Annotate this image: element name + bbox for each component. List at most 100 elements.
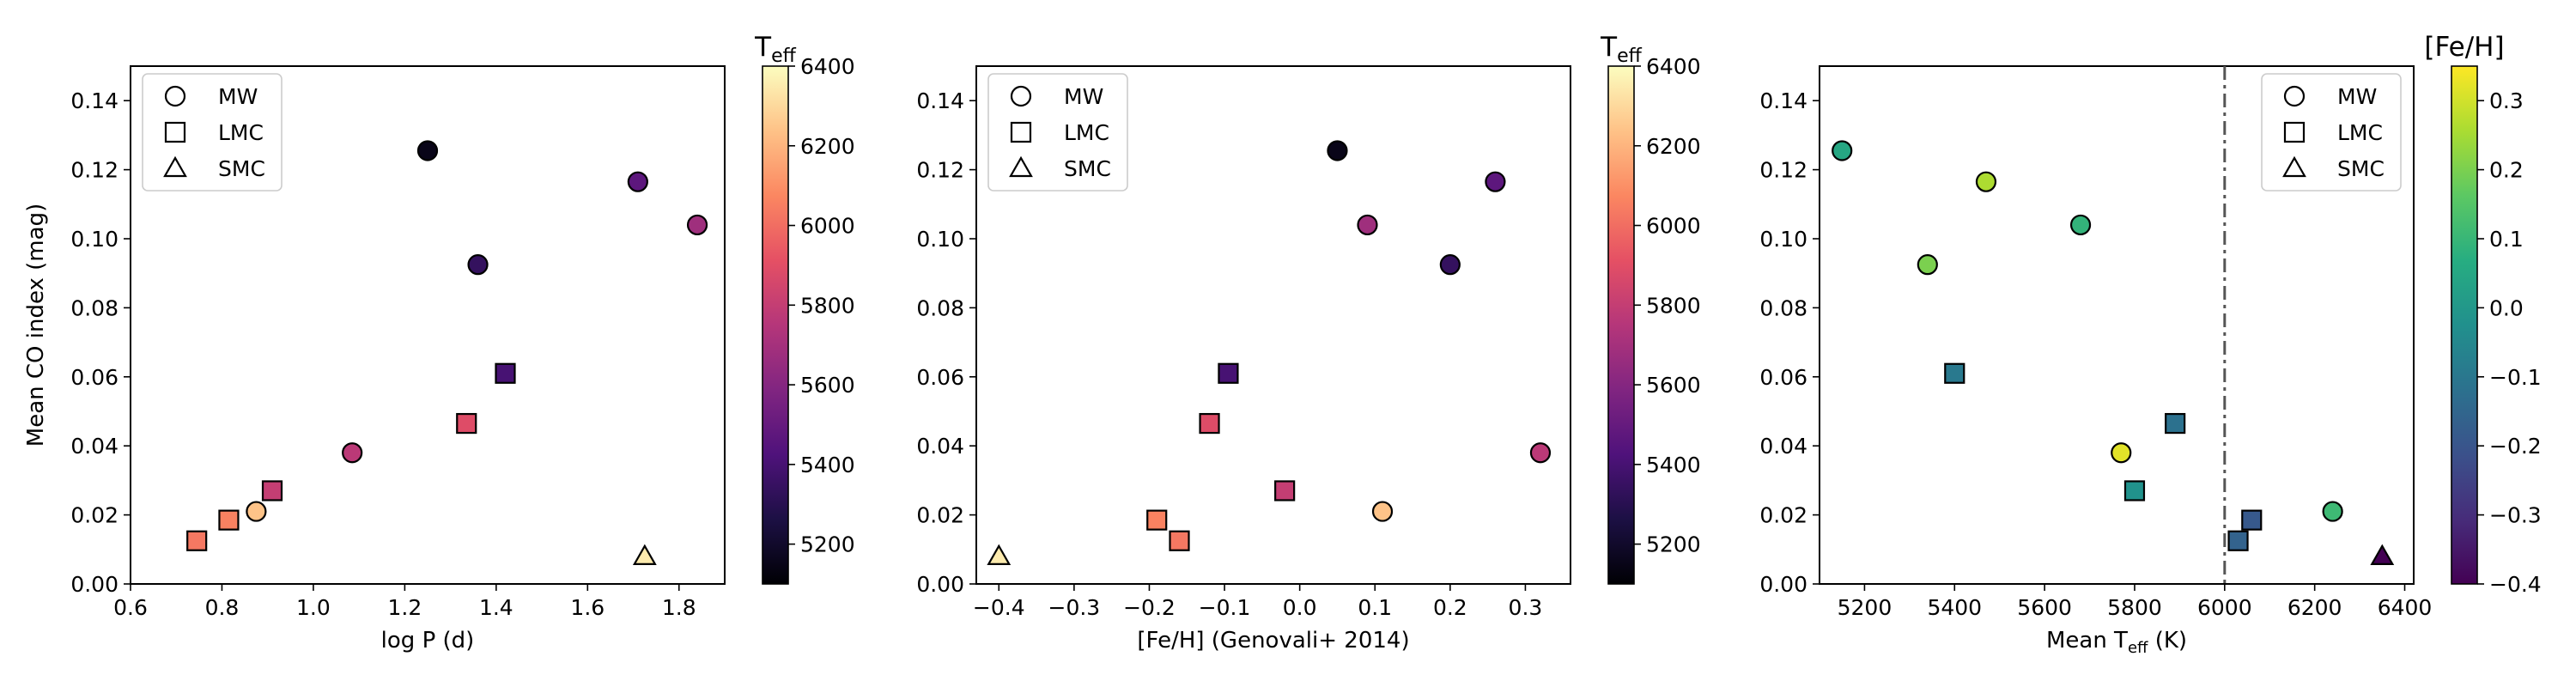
data-point-lmc	[2165, 412, 2186, 435]
data-point-mw	[1371, 501, 1394, 522]
x-tick-label: 6000	[2197, 595, 2252, 620]
y-tick-label: 0.08	[70, 295, 118, 320]
x-tick-label: 5400	[1927, 595, 1982, 620]
y-tick-label: 0.04	[916, 434, 964, 459]
data-point-lmc	[218, 509, 240, 531]
panel-2: −0.4 −0.3 −0.2 −0.1 0.0 0.1 0.2 0.3 0.00 0.02 0.04…	[916, 32, 1700, 654]
x-tick-label: 1.8	[662, 595, 696, 620]
data-point-mw	[1832, 140, 1853, 161]
colorbar-tick-label: −0.4	[2489, 572, 2542, 597]
y-tick-label: 0.06	[916, 365, 964, 390]
x-tick-label: 6400	[2378, 595, 2433, 620]
legend-label: LMC	[218, 120, 264, 145]
panel-1: 0.6 0.8 1.0 1.2 1.4 1.6 1.8 0.00 0.02 0.04 0.06 0.0…	[23, 32, 855, 654]
colorbar	[762, 65, 789, 585]
x-tick-label: 0.6	[113, 595, 148, 620]
y-tick-label: 0.10	[1759, 227, 1807, 252]
y-tick-label: 0.04	[70, 434, 118, 459]
x-axis-label: log P (d)	[381, 628, 475, 654]
colorbar-tick-label: 5800	[1646, 293, 1701, 318]
data-point-mw	[246, 501, 267, 522]
colorbar-label: Teff	[1600, 32, 1642, 67]
colorbar-label-main: T	[1600, 32, 1618, 63]
colorbar-tick-label: 6200	[1646, 134, 1701, 159]
legend-label: SMC	[218, 156, 265, 181]
x-tick-label: 1.6	[570, 595, 605, 620]
legend-label: LMC	[2337, 120, 2383, 145]
data-point-mw	[1975, 171, 1997, 192]
x-tick-label: 5800	[2107, 595, 2162, 620]
colorbar-label: [Fe/H]	[2424, 32, 2504, 63]
x-tick-label: 1.4	[479, 595, 513, 620]
legend-marker-triangle	[2282, 155, 2306, 178]
y-tick-label: 0.14	[916, 88, 964, 113]
y-tick-label: 0.02	[916, 503, 964, 528]
data-point-mw	[467, 254, 489, 276]
legend-marker-circle	[1010, 85, 1032, 107]
colorbar-tick-label: 0.2	[2489, 158, 2524, 183]
data-point-mw	[342, 442, 363, 464]
y-tick-label: 0.12	[916, 158, 964, 183]
y-tick-label: 0.10	[70, 227, 118, 252]
data-point-smc	[987, 544, 1012, 565]
y-tick-label: 0.02	[70, 503, 118, 528]
legend-label: MW	[218, 84, 258, 109]
x-tick-label: 0.3	[1509, 595, 1543, 620]
colorbar-tick-label: 5400	[1646, 453, 1701, 477]
data-point-mw	[1529, 442, 1552, 464]
legend-marker-triangle	[163, 155, 187, 178]
x-tick-label: 5600	[2017, 595, 2072, 620]
colorbar-label-sub: eff	[1617, 46, 1643, 67]
colorbar-tick-label: 6400	[1646, 54, 1701, 79]
legend-marker-circle	[164, 85, 186, 107]
colorbar-tick-label: 5200	[1646, 532, 1701, 557]
colorbar-tick-label: 5200	[800, 532, 855, 557]
x-tick-label: 0.1	[1358, 595, 1392, 620]
colorbar-label-sub: eff	[771, 46, 797, 67]
y-tick-label: 0.10	[916, 227, 964, 252]
colorbar-tick-label: 6400	[800, 54, 855, 79]
data-point-lmc	[2227, 530, 2249, 551]
data-point-mw	[686, 214, 708, 236]
data-point-lmc	[2123, 480, 2146, 502]
data-point-lmc	[456, 412, 477, 435]
y-axis-label: Mean CO index (mag)	[23, 204, 49, 447]
data-point-lmc	[1169, 530, 1190, 551]
x-tick-label: 0.0	[1283, 595, 1317, 620]
data-point-lmc	[2241, 509, 2263, 531]
x-tick-label: −0.2	[1123, 595, 1176, 620]
data-point-mw	[2322, 501, 2343, 522]
x-axis-label: Mean Teff (K)	[2046, 628, 2187, 657]
legend-marker-circle	[2283, 85, 2306, 107]
colorbar	[2451, 65, 2478, 585]
legend-marker-square	[1010, 121, 1032, 143]
data-point-lmc	[1218, 362, 1239, 384]
y-tick-label: 0.08	[916, 295, 964, 320]
data-point-mw	[627, 171, 648, 192]
data-point-smc	[632, 544, 657, 565]
data-point-mw	[1327, 140, 1348, 161]
y-tick-label: 0.14	[1759, 88, 1807, 113]
colorbar-tick-label: 6200	[800, 134, 855, 159]
colorbar-tick-label: 0.3	[2489, 88, 2524, 113]
data-point-lmc	[186, 530, 208, 551]
colorbar-tick-label: 5400	[800, 453, 855, 477]
colorbar-tick-label: 5600	[800, 373, 855, 398]
colorbar-tick-label: 5800	[800, 293, 855, 318]
data-point-lmc	[495, 362, 516, 384]
y-tick-label: 0.04	[1759, 434, 1807, 459]
x-tick-label: 0.8	[205, 595, 240, 620]
y-tick-label: 0.14	[70, 88, 118, 113]
x-tick-label: 0.2	[1433, 595, 1467, 620]
data-point-lmc	[1944, 362, 1965, 384]
data-point-mw	[2111, 442, 2132, 464]
colorbar-tick-label: −0.2	[2489, 434, 2542, 459]
colorbar-tick-label: 5600	[1646, 373, 1701, 398]
data-point-mw	[1357, 214, 1378, 236]
y-tick-label: 0.00	[70, 572, 118, 597]
colorbar-tick-label: −0.3	[2489, 503, 2542, 528]
data-point-mw	[1439, 254, 1461, 276]
y-tick-label: 0.12	[70, 158, 118, 183]
colorbar-label-main: [Fe/H]	[2424, 32, 2504, 63]
